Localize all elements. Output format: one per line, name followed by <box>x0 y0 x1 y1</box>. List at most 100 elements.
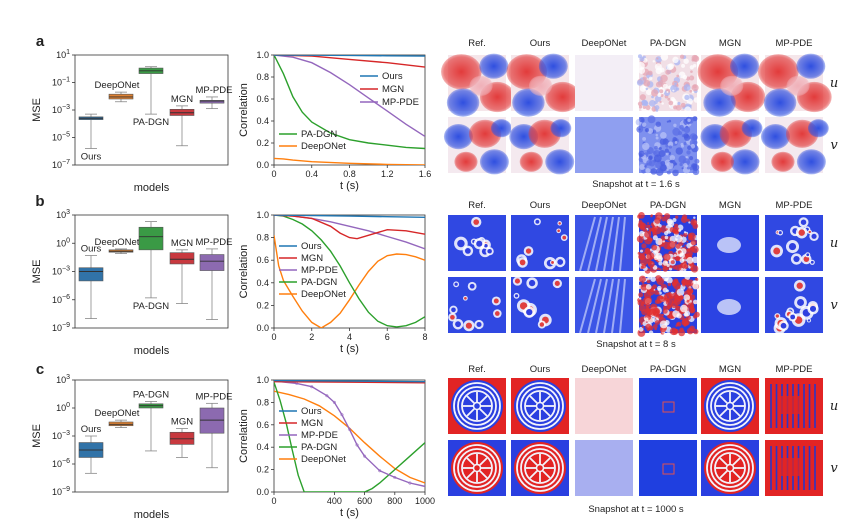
field-blob <box>796 149 826 175</box>
field-speckle <box>665 152 669 156</box>
field-vortex-core <box>809 305 817 312</box>
field-speckle <box>684 94 690 101</box>
field-speckle <box>676 313 682 319</box>
pattern-ring <box>520 448 560 488</box>
field-streak <box>619 216 626 272</box>
field-row-label: u <box>830 399 838 414</box>
box-iqr <box>169 252 195 265</box>
y-tick-label: 0.0 <box>256 160 269 170</box>
field-square <box>662 401 675 413</box>
field-speckle <box>648 229 652 232</box>
series-marker-MP-PDE <box>378 469 382 473</box>
field-patch <box>781 458 803 476</box>
field-vortex-core <box>557 259 564 265</box>
panel-label-a: a <box>36 33 45 50</box>
line-chart-a: 0.0 0.2 0.4 0.6 0.8 1.0 0 0.4 0.8 1.2 1.6 Correlati… <box>238 50 431 192</box>
field-speckle <box>674 141 678 144</box>
snapshot-cell-DeepONet <box>575 215 633 272</box>
pattern-spoke <box>479 408 488 417</box>
field-speckle <box>673 123 677 128</box>
snapshot-cell-DeepONet <box>575 55 633 111</box>
field-speckle <box>657 313 664 320</box>
field-vortex-core <box>493 298 499 304</box>
box-iqr <box>199 254 225 271</box>
field-speckle <box>636 79 643 86</box>
field-vortex-core <box>797 298 805 306</box>
x-tick-label: 2 <box>309 332 314 342</box>
pattern-ring <box>457 448 497 488</box>
series-line-MP-PDE <box>274 380 425 488</box>
field-speckle <box>689 246 694 250</box>
pattern-ring <box>524 452 556 484</box>
field-speckle <box>681 167 684 170</box>
y-axis-label: Correlation <box>238 409 250 463</box>
pattern-spoke <box>732 470 741 479</box>
field-speckle <box>669 155 676 161</box>
series-marker-MP-PDE <box>332 400 336 404</box>
field-vortex-core <box>450 314 455 320</box>
pattern-ring <box>706 444 754 492</box>
field-vortex-core <box>514 294 519 298</box>
pattern-spoke <box>466 408 475 417</box>
pattern-spoke <box>719 470 728 479</box>
legend-label-Ours: Ours <box>382 71 403 82</box>
y-tick-label: 10−6 <box>52 294 70 305</box>
field-vortex-core <box>514 278 521 284</box>
x-tick-label: 8 <box>422 332 427 342</box>
snapshot-column-header: MP-PDE <box>776 200 813 211</box>
field-speckle <box>681 278 688 286</box>
field-speckle <box>667 220 675 227</box>
field-speckle <box>689 89 693 93</box>
field-speckle <box>646 150 651 155</box>
pattern-spoke <box>529 457 538 466</box>
box-PA-DGN: PA-DGN <box>133 221 169 312</box>
field-speckle <box>659 295 663 300</box>
field-speckle <box>645 87 649 91</box>
field-speckle <box>675 147 683 155</box>
field-speckle <box>656 57 659 60</box>
snapshot-caption: Snapshot at t = 1000 s <box>588 504 684 515</box>
snapshot-cell-Ours <box>511 276 569 333</box>
field-vortex-core <box>465 322 472 329</box>
legend: Ours MGN MP-PDE <box>360 71 419 108</box>
field-background <box>639 378 697 434</box>
snapshot-cell-PA-DGN <box>636 211 699 274</box>
field-speckle <box>689 104 692 107</box>
field-speckle <box>648 330 654 335</box>
field-speckle <box>640 323 643 326</box>
y-tick-label: 0.4 <box>256 116 269 126</box>
field-speckle <box>647 236 652 241</box>
field-blob <box>730 149 760 175</box>
x-tick-label: 400 <box>327 496 342 506</box>
field-streak <box>603 216 614 272</box>
y-tick-label: 0.0 <box>256 487 269 497</box>
field-speckle <box>689 133 697 141</box>
field-speckle <box>638 67 646 74</box>
field-blob <box>519 151 543 172</box>
field-speckle <box>644 165 647 168</box>
snapshot-cell-Ours <box>511 440 569 496</box>
field-vortex-core <box>484 243 488 248</box>
pattern-center <box>535 401 545 411</box>
field-speckle <box>648 224 651 227</box>
y-axis-label: MSE <box>31 260 43 284</box>
snapshot-cell-Ref. <box>448 277 506 333</box>
pattern-center <box>472 401 482 411</box>
field-speckle <box>670 84 678 93</box>
field-speckle <box>647 222 650 225</box>
field-speckle <box>638 150 645 157</box>
box-Ours: Ours <box>78 243 104 319</box>
field-speckle <box>687 118 691 123</box>
x-tick-label: 800 <box>387 496 402 506</box>
field-speckle <box>644 230 652 238</box>
box-label-MGN: MGN <box>171 238 193 249</box>
snapshot-column-header: MGN <box>719 364 741 375</box>
field-speckle <box>694 311 700 318</box>
field-blob <box>703 88 736 117</box>
field-vortex-core <box>780 322 787 329</box>
snapshot-cell-MP-PDE <box>760 117 829 175</box>
pattern-ring <box>453 444 501 492</box>
y-tick-label: 0.8 <box>256 233 269 243</box>
field-speckle <box>660 161 666 166</box>
